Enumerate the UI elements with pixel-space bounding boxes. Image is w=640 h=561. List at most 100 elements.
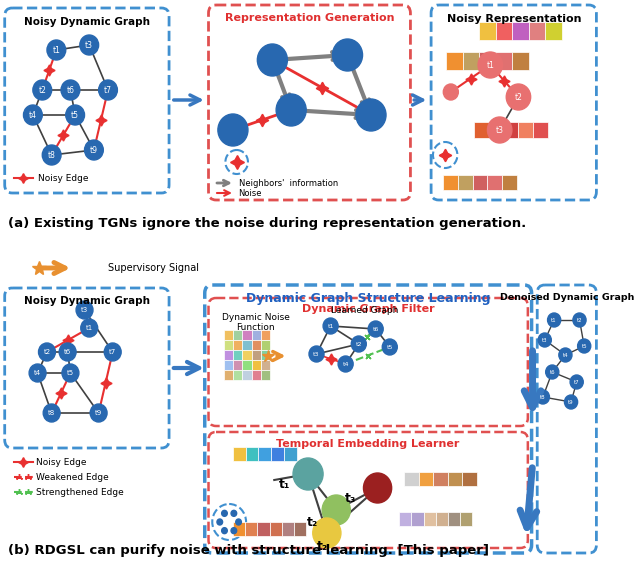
Circle shape bbox=[59, 343, 76, 361]
Bar bbox=[474, 122, 489, 138]
Text: (b) RDGSL can purify noise with structure learning. [This paper]: (b) RDGSL can purify noise with structur… bbox=[8, 544, 488, 557]
Text: t4: t4 bbox=[29, 111, 37, 119]
Bar bbox=[479, 52, 496, 70]
Circle shape bbox=[536, 390, 550, 404]
Text: t9: t9 bbox=[90, 145, 98, 154]
Text: t2: t2 bbox=[515, 93, 522, 102]
Bar bbox=[233, 340, 243, 350]
Text: t4: t4 bbox=[342, 361, 349, 366]
Text: t3: t3 bbox=[313, 352, 320, 356]
Circle shape bbox=[338, 356, 353, 372]
Circle shape bbox=[506, 84, 531, 110]
Bar bbox=[424, 512, 436, 526]
Circle shape bbox=[221, 528, 227, 534]
Circle shape bbox=[257, 44, 287, 76]
Bar bbox=[404, 472, 419, 486]
Bar bbox=[502, 175, 516, 190]
Circle shape bbox=[62, 364, 79, 382]
Text: t3: t3 bbox=[81, 307, 88, 313]
Bar bbox=[284, 447, 297, 461]
Bar bbox=[512, 22, 529, 40]
Text: Strengthened Edge: Strengthened Edge bbox=[36, 488, 124, 496]
Text: t1: t1 bbox=[52, 45, 60, 54]
Bar bbox=[489, 122, 504, 138]
Circle shape bbox=[231, 528, 237, 534]
Bar bbox=[233, 350, 243, 360]
Circle shape bbox=[84, 140, 103, 160]
Text: Noisy Edge: Noisy Edge bbox=[38, 173, 88, 182]
Bar bbox=[223, 330, 233, 340]
Bar bbox=[252, 350, 261, 360]
Bar bbox=[261, 340, 271, 350]
Bar bbox=[243, 350, 252, 360]
Bar bbox=[233, 447, 246, 461]
Bar bbox=[460, 512, 472, 526]
Text: t2: t2 bbox=[44, 349, 51, 355]
Circle shape bbox=[444, 84, 458, 100]
Circle shape bbox=[570, 375, 583, 389]
Text: Noisy Dynamic Graph: Noisy Dynamic Graph bbox=[24, 17, 150, 27]
Circle shape bbox=[99, 80, 117, 100]
Circle shape bbox=[573, 313, 586, 327]
Text: Weakened Edge: Weakened Edge bbox=[36, 472, 108, 481]
Circle shape bbox=[351, 336, 366, 352]
Bar bbox=[433, 472, 448, 486]
Bar bbox=[448, 512, 460, 526]
Bar bbox=[436, 512, 448, 526]
Circle shape bbox=[478, 52, 502, 78]
Bar bbox=[487, 175, 502, 190]
Text: t4: t4 bbox=[563, 352, 568, 357]
Text: t8: t8 bbox=[540, 394, 546, 399]
Circle shape bbox=[382, 339, 397, 355]
Circle shape bbox=[66, 105, 84, 125]
Text: Temporal Embedding Learner: Temporal Embedding Learner bbox=[276, 439, 460, 449]
Text: (a) Existing TGNs ignore the noise during representation generation.: (a) Existing TGNs ignore the noise durin… bbox=[8, 217, 526, 230]
Text: Learned Graph: Learned Graph bbox=[331, 306, 398, 315]
Text: t6: t6 bbox=[67, 85, 74, 94]
Bar bbox=[479, 22, 495, 40]
Text: t1: t1 bbox=[86, 325, 93, 331]
Text: t9: t9 bbox=[568, 399, 574, 404]
Circle shape bbox=[81, 319, 98, 337]
Text: t6: t6 bbox=[550, 370, 555, 375]
Text: t3: t3 bbox=[495, 126, 504, 135]
Text: t3: t3 bbox=[85, 40, 93, 49]
Bar bbox=[259, 447, 271, 461]
Circle shape bbox=[548, 313, 561, 327]
Bar bbox=[446, 52, 463, 70]
Bar bbox=[448, 472, 463, 486]
Circle shape bbox=[218, 114, 248, 146]
Bar bbox=[533, 122, 548, 138]
Text: t2: t2 bbox=[577, 318, 582, 323]
Text: t5: t5 bbox=[581, 343, 587, 348]
Bar bbox=[223, 360, 233, 370]
Circle shape bbox=[313, 518, 341, 548]
Circle shape bbox=[323, 318, 338, 334]
Bar bbox=[518, 122, 533, 138]
Circle shape bbox=[488, 117, 512, 143]
Circle shape bbox=[559, 348, 572, 362]
Circle shape bbox=[42, 145, 61, 165]
Circle shape bbox=[538, 333, 551, 347]
Text: t₁: t₁ bbox=[279, 477, 291, 490]
Bar bbox=[233, 522, 245, 536]
Circle shape bbox=[61, 80, 80, 100]
Bar bbox=[261, 370, 271, 380]
Text: Noise: Noise bbox=[239, 188, 262, 197]
Bar bbox=[223, 340, 233, 350]
Text: Representation Generation: Representation Generation bbox=[225, 13, 394, 23]
Bar bbox=[545, 22, 562, 40]
Bar bbox=[233, 360, 243, 370]
Text: t6: t6 bbox=[64, 349, 71, 355]
Bar bbox=[399, 512, 412, 526]
Text: t3: t3 bbox=[542, 338, 548, 343]
Circle shape bbox=[364, 473, 392, 503]
Text: Noisy Representation: Noisy Representation bbox=[447, 14, 581, 24]
Text: t8: t8 bbox=[48, 410, 55, 416]
Bar bbox=[261, 360, 271, 370]
Circle shape bbox=[564, 395, 578, 409]
Circle shape bbox=[29, 364, 46, 382]
Bar bbox=[463, 52, 479, 70]
Circle shape bbox=[322, 495, 350, 525]
Text: t5: t5 bbox=[71, 111, 79, 119]
